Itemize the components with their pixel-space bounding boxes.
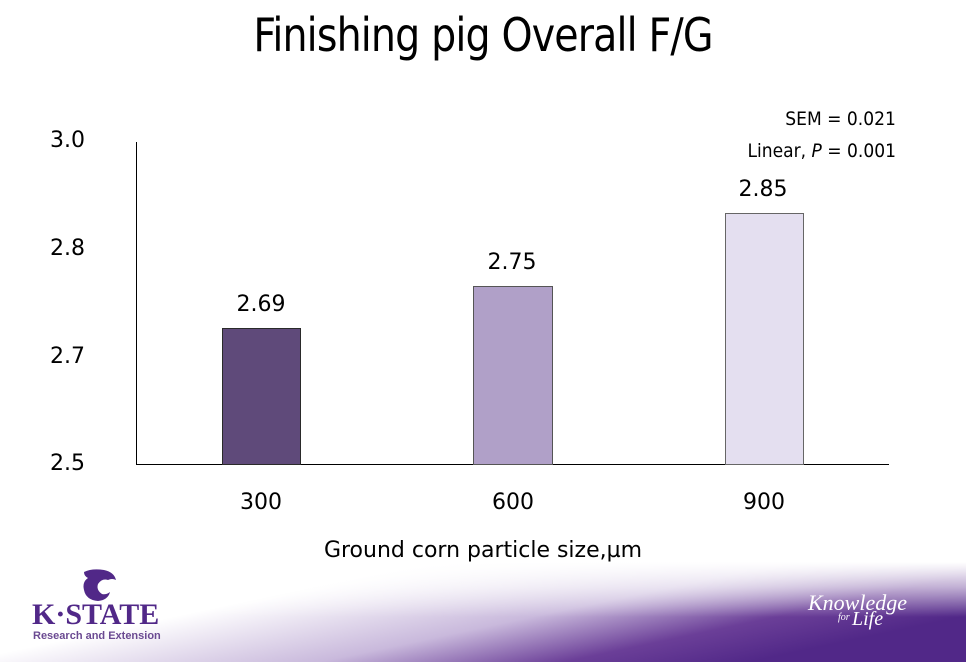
p-value: = 0.001 bbox=[821, 140, 896, 162]
sem-annotation: SEM = 0.021 bbox=[785, 108, 896, 130]
linear-label: Linear, bbox=[747, 140, 812, 162]
y-tick-label: 2.5 bbox=[50, 451, 85, 476]
kstate-subtitle: Research and Extension bbox=[33, 630, 161, 642]
bar-600 bbox=[473, 286, 553, 465]
bar-value-label: 2.69 bbox=[236, 292, 286, 317]
x-tick-label: 900 bbox=[743, 490, 785, 515]
chart-title: Finishing pig Overall F/G bbox=[253, 8, 713, 62]
y-tick-label: 3.0 bbox=[50, 128, 85, 153]
y-axis bbox=[136, 142, 137, 465]
tagline-knowledge: Knowledge bbox=[808, 590, 907, 615]
tagline-life: Life bbox=[852, 608, 884, 630]
bar-900 bbox=[725, 213, 804, 465]
y-tick-label: 2.8 bbox=[50, 236, 85, 261]
x-tick-label: 600 bbox=[492, 490, 534, 515]
p-symbol: P bbox=[811, 140, 822, 162]
kstate-wordmark: K·STATE bbox=[32, 598, 160, 631]
x-axis-title: Ground corn particle size,µm bbox=[323, 538, 643, 563]
bar-300 bbox=[222, 328, 301, 465]
tagline-for: for bbox=[838, 612, 850, 623]
tagline: Knowledge for Life bbox=[808, 590, 938, 640]
y-tick-label: 2.7 bbox=[50, 344, 85, 369]
linear-p-annotation: Linear, P = 0.001 bbox=[747, 140, 896, 162]
x-tick-label: 300 bbox=[240, 490, 282, 515]
kstate-logo: K·STATE Research and Extension bbox=[30, 568, 180, 648]
wildcat-icon bbox=[83, 569, 116, 601]
bar-value-label: 2.85 bbox=[738, 177, 788, 202]
bar-value-label: 2.75 bbox=[487, 250, 537, 275]
footer-fade bbox=[0, 562, 966, 662]
